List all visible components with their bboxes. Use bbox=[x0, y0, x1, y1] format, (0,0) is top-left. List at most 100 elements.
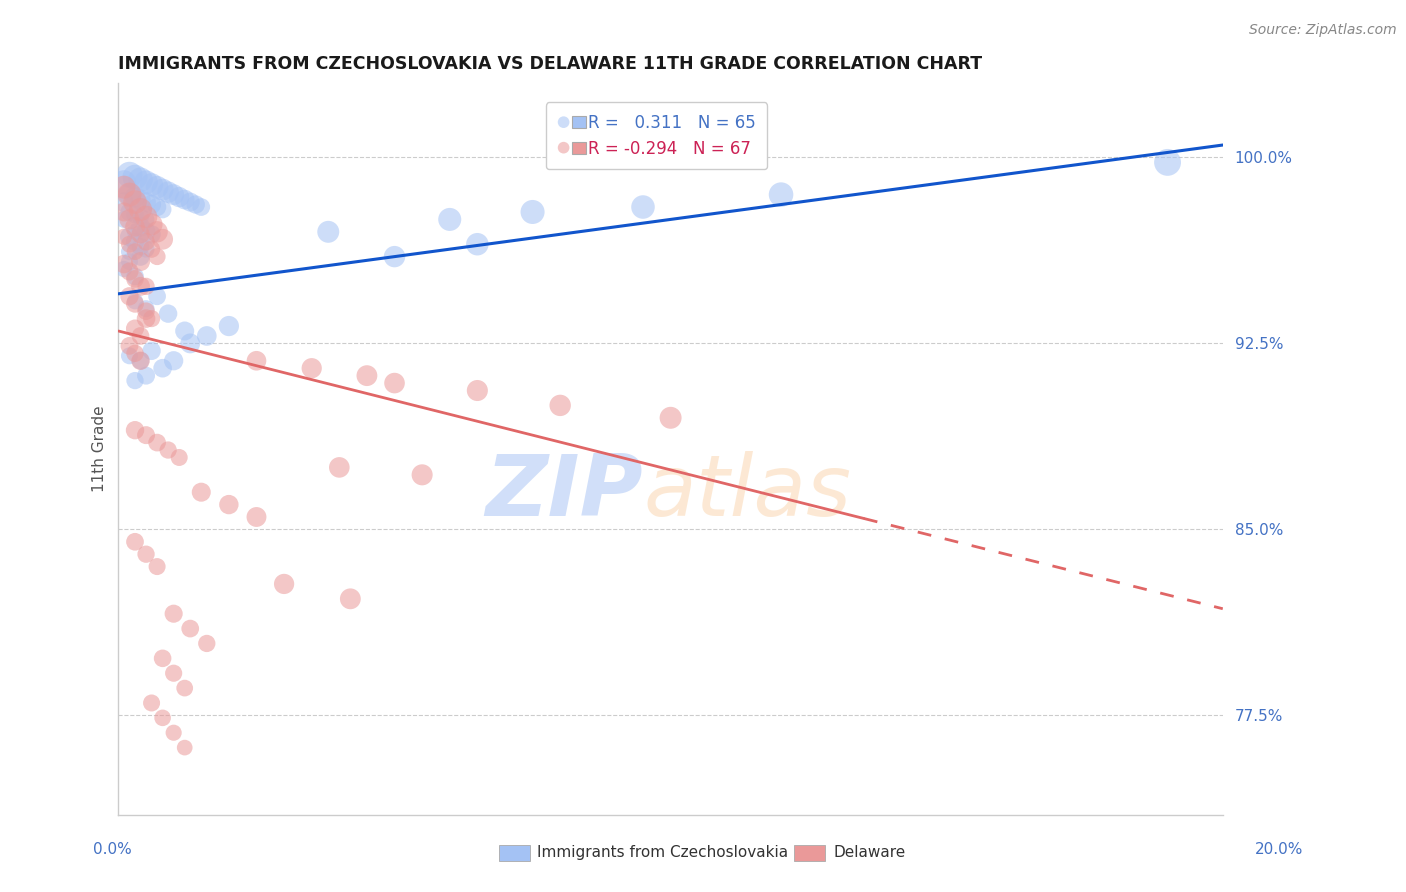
Point bbox=[124, 269, 146, 284]
Point bbox=[129, 240, 152, 254]
Point bbox=[135, 304, 157, 318]
Point bbox=[356, 368, 378, 383]
Point bbox=[467, 384, 489, 398]
Point bbox=[522, 205, 544, 219]
Point bbox=[135, 547, 157, 561]
Point bbox=[467, 237, 489, 252]
Point bbox=[124, 225, 146, 239]
Point bbox=[411, 467, 433, 482]
Text: Source: ZipAtlas.com: Source: ZipAtlas.com bbox=[1249, 23, 1396, 37]
Point bbox=[141, 696, 163, 710]
Point bbox=[173, 324, 195, 338]
Point bbox=[163, 607, 186, 621]
Point bbox=[124, 207, 146, 221]
Point bbox=[190, 485, 212, 500]
Point bbox=[157, 185, 180, 199]
Text: IMMIGRANTS FROM CZECHOSLOVAKIA VS DELAWARE 11TH GRADE CORRELATION CHART: IMMIGRANTS FROM CZECHOSLOVAKIA VS DELAWA… bbox=[118, 55, 983, 73]
Point bbox=[384, 376, 406, 390]
Point bbox=[135, 279, 157, 293]
Point bbox=[152, 183, 174, 197]
Point bbox=[190, 200, 212, 214]
Point bbox=[195, 329, 218, 343]
Point bbox=[112, 195, 135, 210]
Point bbox=[112, 262, 135, 277]
Point bbox=[152, 361, 174, 376]
Point bbox=[124, 244, 146, 259]
Point bbox=[124, 195, 146, 210]
Point bbox=[146, 180, 169, 194]
Point bbox=[152, 711, 174, 725]
Text: atlas: atlas bbox=[643, 451, 851, 534]
Point bbox=[118, 212, 141, 227]
Point bbox=[124, 272, 146, 286]
Text: ZIP: ZIP bbox=[485, 451, 643, 534]
Point bbox=[124, 170, 146, 185]
Point bbox=[141, 242, 163, 256]
Point bbox=[135, 235, 157, 249]
Point bbox=[141, 197, 163, 211]
Text: Immigrants from Czechoslovakia: Immigrants from Czechoslovakia bbox=[537, 846, 789, 860]
Y-axis label: 11th Grade: 11th Grade bbox=[93, 406, 107, 492]
Point bbox=[129, 173, 152, 187]
Point bbox=[129, 329, 152, 343]
Point bbox=[135, 301, 157, 316]
Point bbox=[163, 666, 186, 681]
Point bbox=[163, 725, 186, 739]
Point bbox=[631, 200, 654, 214]
Point bbox=[245, 353, 267, 368]
Point bbox=[135, 210, 157, 224]
Point bbox=[157, 307, 180, 321]
Point bbox=[273, 577, 295, 591]
Point bbox=[124, 235, 146, 249]
Point bbox=[118, 187, 141, 202]
Point bbox=[328, 460, 350, 475]
Point bbox=[129, 250, 152, 264]
Point bbox=[141, 311, 163, 326]
Point bbox=[157, 443, 180, 458]
Point bbox=[135, 195, 157, 210]
Point bbox=[163, 353, 186, 368]
Point bbox=[316, 225, 339, 239]
Point bbox=[124, 294, 146, 309]
Point bbox=[135, 225, 157, 239]
Legend: R =   0.311   N = 65, R = -0.294   N = 67: R = 0.311 N = 65, R = -0.294 N = 67 bbox=[546, 103, 768, 169]
Point bbox=[129, 210, 152, 224]
Point bbox=[218, 319, 240, 334]
Point bbox=[129, 353, 152, 368]
Point bbox=[129, 219, 152, 234]
Point bbox=[152, 651, 174, 665]
Point bbox=[173, 681, 195, 695]
Point bbox=[141, 178, 163, 192]
Point bbox=[129, 279, 152, 293]
Point bbox=[141, 227, 163, 242]
Point bbox=[124, 321, 146, 335]
Point bbox=[146, 289, 169, 303]
Point bbox=[184, 197, 207, 211]
Point bbox=[129, 193, 152, 207]
Point bbox=[112, 257, 135, 271]
Point bbox=[146, 250, 169, 264]
Point bbox=[118, 244, 141, 259]
Point bbox=[146, 225, 169, 239]
Point bbox=[118, 289, 141, 303]
Text: 0.0%: 0.0% bbox=[93, 842, 132, 856]
Point bbox=[301, 361, 323, 376]
Point bbox=[548, 398, 571, 412]
Point bbox=[659, 410, 682, 425]
Point bbox=[118, 237, 141, 252]
Point bbox=[124, 190, 146, 204]
Point bbox=[135, 311, 157, 326]
Point bbox=[218, 498, 240, 512]
Point bbox=[112, 180, 135, 194]
Point bbox=[124, 374, 146, 388]
Point bbox=[118, 264, 141, 278]
Point bbox=[135, 428, 157, 442]
Point bbox=[384, 250, 406, 264]
Point bbox=[179, 336, 201, 351]
Point bbox=[112, 229, 135, 244]
Point bbox=[245, 510, 267, 524]
Point bbox=[179, 195, 201, 210]
Point bbox=[146, 559, 169, 574]
Point bbox=[339, 591, 361, 606]
Point bbox=[141, 218, 163, 232]
